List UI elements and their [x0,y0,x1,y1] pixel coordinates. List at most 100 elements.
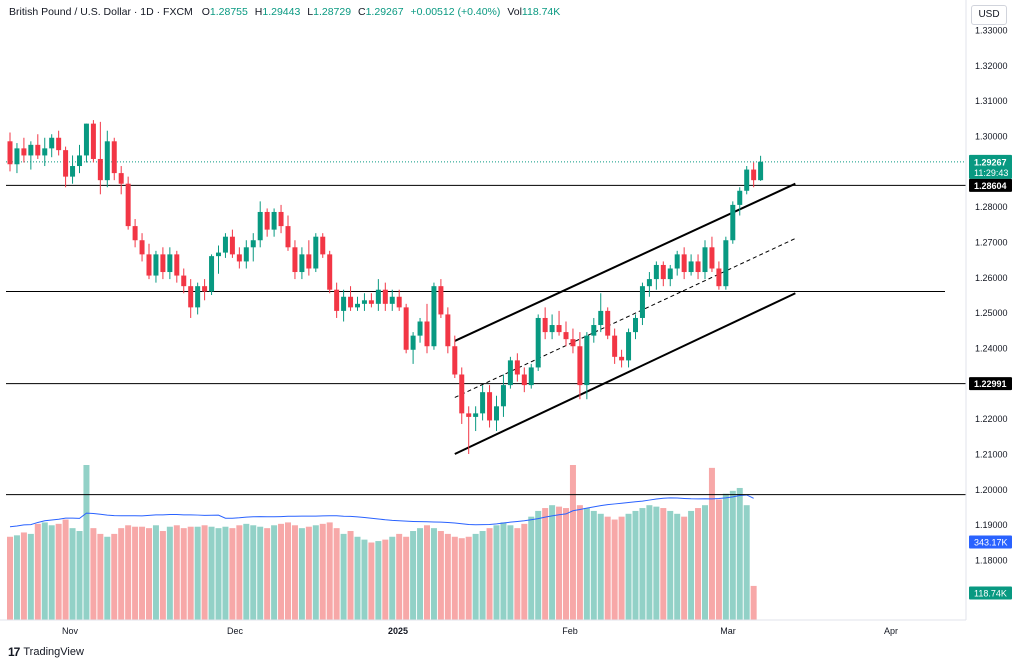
volume-bar [354,536,361,620]
volume-label-bg [969,586,1012,600]
currency-button[interactable]: USD [971,5,1007,25]
volume-bar [375,541,382,620]
volume-bar [590,510,597,620]
candle-body [63,150,69,177]
candle-body [424,321,430,347]
candle-body [334,289,340,311]
candle-body [42,148,48,156]
candle-body [250,240,256,248]
candle-body [688,261,694,273]
tradingview-logo[interactable]: 17 TradingView [8,645,84,659]
candle-body [209,256,215,292]
candle-body [70,166,76,177]
volume-bar [639,508,646,620]
volume-bar [333,528,340,620]
volume-bar [305,526,312,620]
y-tick-label: 1.31000 [975,96,1008,106]
y-tick-label: 1.33000 [975,26,1008,36]
volume-bar [271,525,278,620]
volume-bar [208,526,215,620]
high-value: 1.29443 [262,6,301,18]
y-tick-label: 1.32000 [975,61,1008,71]
volume-bar [90,528,97,620]
candle-body [167,254,173,273]
volume-bar [41,522,48,620]
volume-bar [13,535,20,620]
candle-body [389,296,395,304]
candle-body [494,406,499,421]
candle-body [104,141,110,181]
volume-bar [180,528,187,620]
candle-body [605,310,611,336]
candle-body [577,346,583,386]
candle-body [403,307,409,350]
level-price-label-bg [969,377,1012,391]
volume-bar [250,525,257,620]
symbol-title[interactable]: British Pound / U.S. Dollar · 1D · FXCM [9,6,193,18]
candle-body [410,335,416,350]
close-label: C [358,6,366,18]
candle-body [83,123,89,156]
candle-body [320,236,326,255]
volume-bar [479,531,486,620]
candle-body [257,211,263,241]
volume-bar [542,508,549,620]
volume-bar [702,505,708,620]
channel-lower-line [454,292,796,455]
branding-text: TradingView [23,646,84,658]
candle-body [278,211,284,227]
candle-body [417,321,423,336]
candle-body [355,303,360,308]
volume-bar [201,525,208,620]
volume-bar [743,505,750,620]
candle-body [500,385,506,407]
volume-bar [389,536,396,620]
candle-body [758,161,764,181]
x-tick-label: Apr [884,626,898,636]
candle-body [195,286,201,308]
volume-bar [243,523,250,620]
candle-body [751,169,757,181]
volume-bar [55,523,62,620]
candle-body [598,310,604,326]
candle-body [660,264,666,280]
change-value: +0.00512 (+0.40%) [410,6,501,18]
candle-body [396,296,402,308]
candle-body [584,335,590,386]
volume-bar [708,467,715,620]
candle-body [723,240,729,287]
volume-bar [76,531,83,620]
volume-bar [556,506,563,620]
y-tick-label: 1.26000 [975,273,1008,283]
volume-bar [264,528,271,620]
y-tick-label: 1.30000 [975,132,1008,142]
volume-bar [660,508,667,620]
candle-body [341,296,347,311]
candle-body [21,148,27,156]
volume-bar [173,525,180,620]
candle-body [438,286,444,315]
candle-body [445,314,451,347]
candle-body [535,317,541,368]
volume-bar [729,490,736,620]
volume-bar [535,510,542,620]
volume-bar [486,528,493,620]
candle-body [709,247,715,269]
volume-bar [451,536,458,620]
candle-body [737,190,743,205]
candle-body [626,332,632,361]
volume-ma-label-bg [969,535,1012,549]
volume-value: 118.74K [521,6,561,18]
candle-body [125,183,131,227]
candle-body [28,144,34,156]
candle-body [487,392,493,421]
volume-bar [139,526,146,620]
candle-body [271,211,277,230]
volume-bar [528,516,535,620]
volume-bar [291,525,298,620]
volume-bar [194,526,201,620]
candle-body [368,300,374,304]
volume-bar [576,505,583,620]
volume-bar [326,522,333,620]
